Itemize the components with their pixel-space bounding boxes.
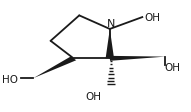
Text: N: N — [107, 19, 115, 29]
Text: OH: OH — [86, 91, 102, 101]
Polygon shape — [33, 57, 76, 78]
Polygon shape — [106, 30, 114, 59]
Text: HO: HO — [2, 75, 18, 84]
Text: OH: OH — [144, 12, 160, 22]
Polygon shape — [110, 56, 165, 61]
Text: OH: OH — [164, 63, 180, 73]
